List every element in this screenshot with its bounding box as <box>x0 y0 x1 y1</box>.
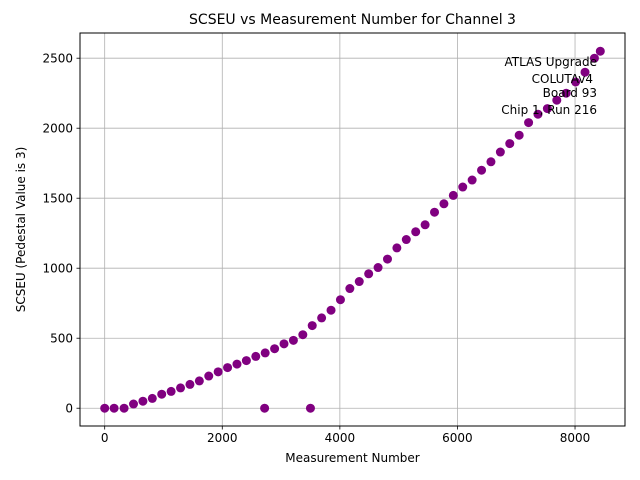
data-point <box>251 351 261 361</box>
data-point <box>524 118 534 128</box>
data-point <box>100 403 110 413</box>
data-point <box>392 243 402 253</box>
data-point <box>552 95 562 105</box>
y-tick-label: 2000 <box>42 122 73 136</box>
data-point <box>382 254 392 264</box>
data-point <box>595 46 605 56</box>
data-point <box>157 389 167 399</box>
data-point <box>373 263 383 273</box>
data-point <box>561 88 571 98</box>
data-point <box>305 403 315 413</box>
y-axis-ticks: 0 500 1000 1500 2000 2500 <box>42 52 80 416</box>
x-tick-label: 8000 <box>560 431 591 445</box>
data-point <box>448 190 458 200</box>
data-point <box>354 277 364 287</box>
y-tick-label: 500 <box>50 332 73 346</box>
data-point <box>204 371 214 381</box>
data-point <box>401 235 411 245</box>
data-point <box>270 344 280 354</box>
annotation-line-4: Chip 1, Run 216 <box>501 103 597 117</box>
data-point <box>147 393 157 403</box>
data-point <box>345 284 355 294</box>
y-axis-label: SCSEU (Pedestal Value is 3) <box>14 147 28 313</box>
data-point <box>420 220 430 230</box>
y-tick-label: 1500 <box>42 192 73 206</box>
data-point <box>411 227 421 237</box>
data-point <box>505 139 515 149</box>
data-point <box>307 321 317 331</box>
data-point <box>213 367 223 377</box>
data-point <box>364 269 374 279</box>
y-tick-label: 1000 <box>42 262 73 276</box>
data-point <box>109 403 119 413</box>
data-point <box>288 335 298 345</box>
data-point <box>298 330 308 340</box>
data-point <box>542 104 552 114</box>
data-point <box>260 403 270 413</box>
data-point <box>176 383 186 393</box>
x-tick-label: 2000 <box>207 431 238 445</box>
data-point <box>232 359 242 369</box>
data-point <box>241 356 251 366</box>
data-point <box>495 147 505 157</box>
data-point <box>580 67 590 77</box>
data-point <box>589 53 599 63</box>
data-point <box>326 305 336 315</box>
annotation-line-2: COLUTAv4 <box>532 72 593 86</box>
data-point <box>129 399 139 409</box>
plot-frame <box>79 32 626 427</box>
y-tick-label: 2500 <box>42 52 73 66</box>
x-tick-label: 6000 <box>442 431 473 445</box>
x-tick-label: 4000 <box>325 431 356 445</box>
data-point <box>458 182 468 192</box>
data-point <box>477 165 487 175</box>
data-point <box>467 175 477 185</box>
data-point <box>335 295 345 305</box>
data-point <box>223 363 233 373</box>
annotation-line-1: ATLAS Upgrade <box>504 55 597 69</box>
data-point <box>119 403 129 413</box>
data-point <box>514 130 524 140</box>
x-axis-ticks: 0 2000 4000 6000 8000 <box>101 426 590 445</box>
data-point <box>166 386 176 396</box>
data-point <box>138 396 148 406</box>
grid-lines <box>80 33 625 426</box>
data-point <box>486 157 496 167</box>
data-point <box>185 379 195 389</box>
data-point <box>533 109 543 119</box>
x-axis-label: Measurement Number <box>285 451 419 465</box>
data-point <box>571 77 581 87</box>
data-point <box>439 199 449 209</box>
chart-annotation: ATLAS Upgrade COLUTAv4 Board 93 Chip 1, … <box>501 55 597 117</box>
chart-title: SCSEU vs Measurement Number for Channel … <box>189 12 516 28</box>
data-point <box>430 207 440 217</box>
y-tick-label: 0 <box>65 402 73 416</box>
data-point <box>317 313 327 323</box>
data-point <box>194 376 204 386</box>
data-point <box>260 348 270 358</box>
annotation-line-3: Board 93 <box>543 86 597 100</box>
x-tick-label: 0 <box>101 431 109 445</box>
data-point <box>279 339 289 349</box>
data-points <box>100 46 605 413</box>
